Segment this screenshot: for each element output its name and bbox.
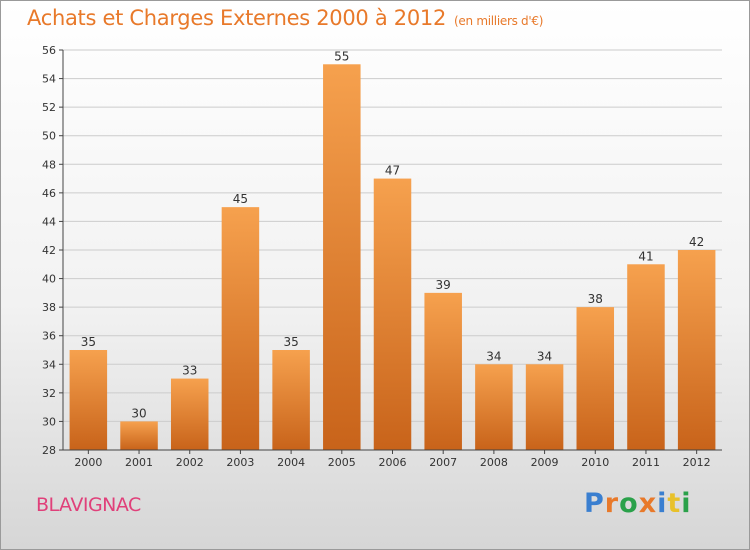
y-tick-label: 48 [42, 158, 56, 171]
proxiti-logo: Proxiti [584, 488, 692, 519]
brand-letter: x [638, 488, 658, 519]
data-label: 35 [283, 335, 298, 349]
brand-letter: P [584, 488, 605, 519]
town-name: BLAVIGNAC [36, 494, 141, 516]
data-label: 47 [385, 164, 400, 178]
brand-letter: i [681, 488, 692, 519]
brand-letter: i [657, 488, 668, 519]
data-label: 55 [334, 49, 349, 63]
y-tick-label: 42 [42, 244, 56, 257]
chart-title: Achats et Charges Externes 2000 à 2012 (e… [27, 6, 543, 30]
y-tick-label: 36 [42, 330, 56, 343]
data-label: 41 [638, 249, 653, 263]
y-tick-label: 30 [42, 415, 56, 428]
x-tick-label: 2007 [429, 456, 457, 469]
bar [323, 64, 361, 451]
x-tick-label: 2010 [581, 456, 609, 469]
x-tick-label: 2006 [379, 456, 407, 469]
bars [69, 64, 716, 451]
brand-letter: t [667, 488, 682, 519]
bar [69, 350, 108, 450]
data-label: 35 [81, 335, 96, 349]
y-tick-label: 56 [42, 44, 56, 57]
bar [272, 350, 310, 450]
data-label: 39 [436, 278, 451, 292]
brand-letter: o [619, 488, 639, 519]
x-tick-label: 2001 [125, 456, 153, 469]
bar [221, 207, 260, 450]
brand-letter: r [604, 488, 620, 519]
data-label: 30 [131, 406, 146, 420]
data-label: 34 [537, 349, 552, 363]
data-label: 38 [588, 292, 603, 306]
x-tick-label: 2008 [480, 456, 508, 469]
bar [475, 364, 513, 450]
bar [120, 421, 158, 450]
x-tick-label: 2005 [328, 456, 356, 469]
y-tick-label: 28 [42, 444, 56, 457]
data-label: 45 [233, 192, 248, 206]
bar [373, 178, 412, 451]
data-label: 42 [689, 235, 704, 249]
data-label: 33 [182, 364, 197, 378]
x-tick-label: 2000 [74, 456, 102, 469]
chart-title-text: Achats et Charges Externes 2000 à 2012 [27, 6, 447, 30]
bar [424, 292, 462, 450]
axes [59, 49, 722, 454]
y-tick-label: 52 [42, 101, 56, 114]
bar [627, 264, 665, 450]
x-tick-label: 2003 [226, 456, 254, 469]
labels: 28 30 32 34 36 38 40 42 44 46 48 50 52 54 56 35 2000 30 20… [42, 44, 711, 469]
y-tick-label: 34 [42, 358, 56, 371]
y-tick-label: 46 [42, 187, 56, 200]
y-tick-label: 44 [42, 215, 56, 228]
bar [677, 250, 716, 450]
chart-subtitle: (en milliers d'€) [454, 14, 544, 28]
data-label: 34 [486, 349, 501, 363]
y-tick-label: 50 [42, 130, 56, 143]
y-tick-label: 54 [42, 73, 56, 86]
bar [576, 307, 615, 450]
x-tick-label: 2009 [531, 456, 559, 469]
bar [170, 378, 209, 450]
y-tick-label: 40 [42, 273, 56, 286]
bar [525, 364, 564, 450]
x-tick-label: 2012 [683, 456, 711, 469]
x-tick-label: 2011 [632, 456, 660, 469]
y-tick-label: 32 [42, 387, 56, 400]
y-tick-label: 38 [42, 301, 56, 314]
x-tick-label: 2004 [277, 456, 305, 469]
x-tick-label: 2002 [176, 456, 204, 469]
